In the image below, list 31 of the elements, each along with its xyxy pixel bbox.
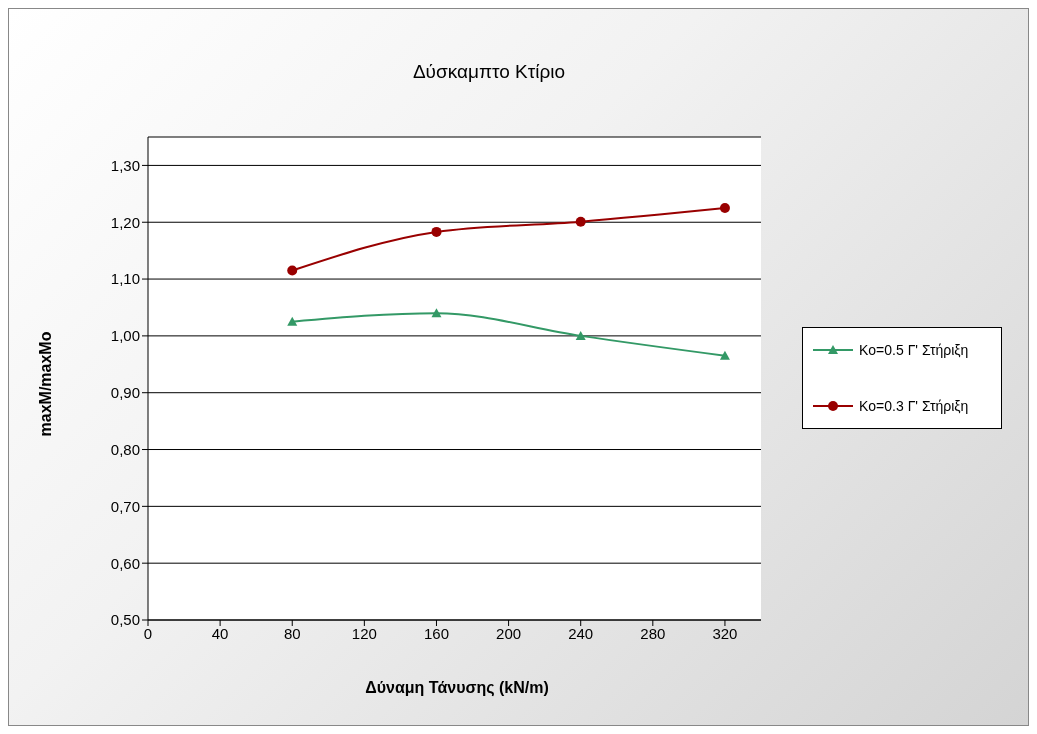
x-tick-label: 320 <box>712 624 738 642</box>
point <box>719 203 730 214</box>
y-tick-label: 1,30 <box>110 156 140 174</box>
y-tick-label: 0,80 <box>110 440 140 458</box>
point <box>431 226 442 237</box>
point <box>575 330 586 340</box>
point <box>719 350 730 360</box>
chart-title: Δύσκαμπτο Κτίριο <box>411 61 567 83</box>
y-tick-label: 0,90 <box>110 384 140 402</box>
y-tick-label: 1,10 <box>110 270 140 288</box>
x-tick-label: 240 <box>568 624 594 642</box>
y-tick-label: 0,60 <box>110 554 140 572</box>
point <box>287 316 298 326</box>
point <box>575 216 586 227</box>
x-tick-label: 280 <box>640 624 666 642</box>
y-tick-label: 0,50 <box>110 611 140 629</box>
x-tick-label: 80 <box>283 624 301 642</box>
x-tick-label: 120 <box>351 624 377 642</box>
y-tick-label: 1,20 <box>110 213 140 231</box>
x-axis-title: Δύναμη Τάνυσης (kN/m) <box>364 679 550 697</box>
x-tick-label: 40 <box>211 624 229 642</box>
point <box>431 308 442 318</box>
legend-label: Ko=0.3 Γ' Στήριξη <box>859 398 969 414</box>
point <box>287 265 298 276</box>
legend-label: Ko=0.5 Γ' Στήριξη <box>859 342 969 358</box>
x-tick-label: 200 <box>496 624 522 642</box>
y-axis-title: maxM/maxMo <box>37 331 55 437</box>
x-tick-label: 0 <box>143 624 153 642</box>
x-tick-label: 160 <box>423 624 449 642</box>
y-tick-label: 0,70 <box>110 497 140 515</box>
y-tick-label: 1,00 <box>110 327 140 345</box>
